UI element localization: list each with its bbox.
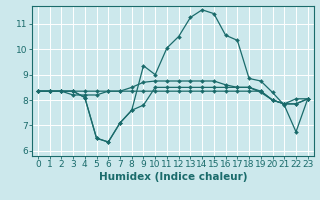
X-axis label: Humidex (Indice chaleur): Humidex (Indice chaleur)	[99, 172, 247, 182]
